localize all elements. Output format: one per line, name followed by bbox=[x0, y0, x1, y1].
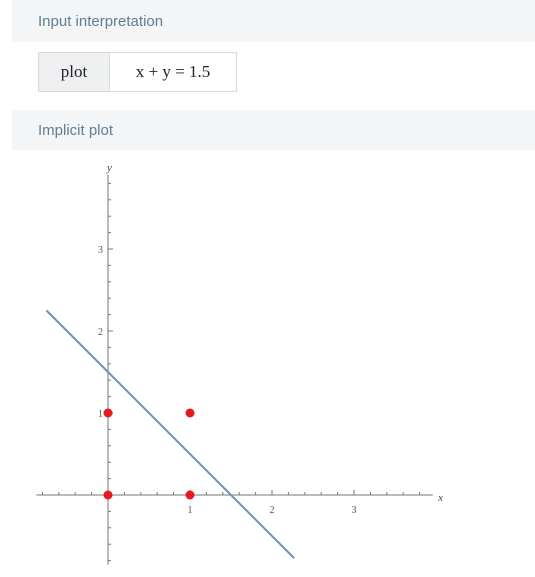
input-interpretation-pod: plot x + y = 1.5 bbox=[12, 42, 535, 110]
data-point bbox=[103, 408, 113, 418]
input-interpretation-header: Input interpretation bbox=[12, 0, 535, 42]
implicit-plot: 1 2 3 1 2 3 x y bbox=[36, 162, 443, 565]
data-point bbox=[103, 490, 113, 500]
plot-series bbox=[45, 309, 295, 559]
x-tick-label: 3 bbox=[352, 505, 357, 516]
implicit-line bbox=[45, 309, 295, 559]
x-tick-label: 2 bbox=[270, 505, 275, 516]
input-table: plot x + y = 1.5 bbox=[38, 52, 237, 92]
input-expression: x + y = 1.5 bbox=[135, 62, 211, 81]
data-point bbox=[185, 490, 195, 500]
implicit-plot-header: Implicit plot bbox=[12, 110, 535, 150]
x-axis-label: x bbox=[437, 492, 443, 504]
y-tick-label: 2 bbox=[98, 327, 103, 338]
y-tick-label: 3 bbox=[98, 245, 103, 256]
data-point bbox=[185, 408, 195, 418]
implicit-plot-title: Implicit plot bbox=[38, 121, 114, 139]
input-label-cell: plot bbox=[39, 53, 110, 91]
plot-axes: 1 2 3 1 2 3 bbox=[36, 175, 433, 565]
x-tick-label: 1 bbox=[188, 505, 193, 516]
y-axis-label: y bbox=[106, 162, 112, 174]
input-interpretation-title: Input interpretation bbox=[38, 12, 164, 30]
plot-points bbox=[103, 408, 195, 500]
input-expression-cell: x + y = 1.5 bbox=[110, 53, 236, 91]
y-tick-label: 1 bbox=[98, 409, 103, 420]
